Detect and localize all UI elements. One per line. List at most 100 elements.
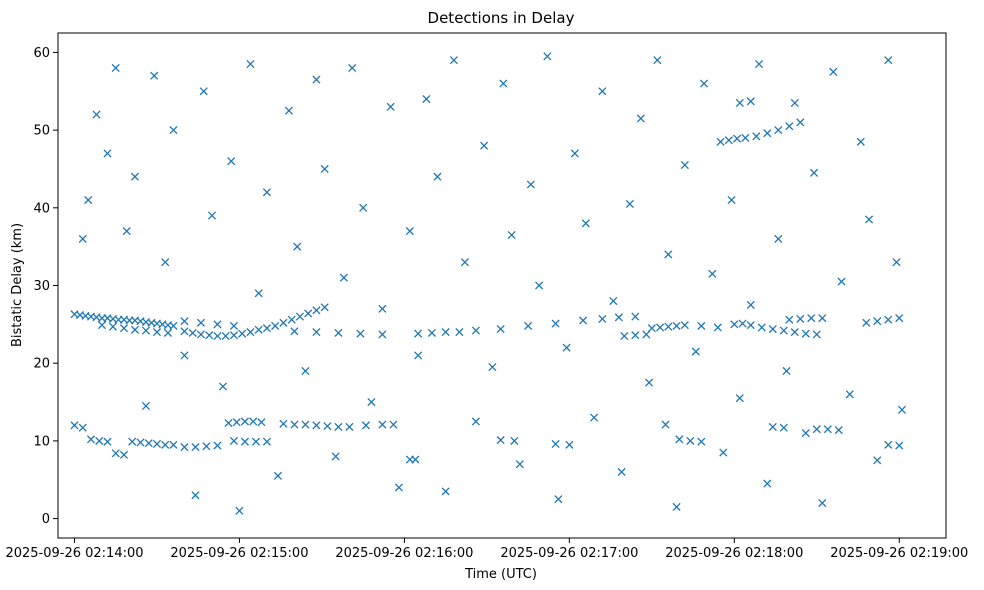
detection-marker (460, 258, 469, 267)
detection-marker (188, 328, 197, 337)
detection-marker (590, 413, 599, 422)
detection-marker (378, 304, 387, 313)
detection-marker (251, 437, 261, 446)
detection-marker (441, 328, 450, 337)
detection-marker (293, 242, 302, 251)
detection-marker (122, 227, 131, 236)
detection-marker (680, 161, 689, 170)
detection-marker (455, 328, 464, 337)
detection-marker (411, 455, 420, 464)
detection-marker (598, 314, 607, 323)
detection-marker (97, 321, 107, 330)
detection-marker (218, 382, 228, 391)
detection-marker (526, 180, 535, 189)
detection-marker (312, 421, 321, 430)
detection-marker (422, 94, 431, 104)
detection-marker (163, 328, 173, 337)
detection-marker (653, 56, 662, 65)
detection-marker (829, 67, 838, 76)
detection-marker (732, 134, 742, 143)
detection-marker (224, 418, 233, 428)
detection-marker (617, 467, 626, 477)
detection-marker (320, 303, 329, 312)
detection-marker (609, 296, 618, 306)
detection-marker (779, 326, 788, 335)
detection-marker (150, 71, 159, 80)
detection-marker (790, 98, 799, 107)
detection-marker (892, 258, 901, 267)
x-tick-label: 2025-09-26 02:19:00 (830, 546, 968, 561)
detection-marker (746, 97, 755, 106)
detection-marker (856, 137, 865, 146)
y-axis-label: Bistatic Delay (km) (10, 223, 25, 347)
detection-marker (240, 437, 250, 446)
detection-marker (471, 417, 480, 426)
x-tick-label: 2025-09-26 02:16:00 (335, 546, 473, 561)
detection-marker (672, 321, 681, 330)
detection-marker (348, 63, 357, 73)
detection-marker (70, 421, 79, 430)
detection-marker (108, 322, 118, 331)
detection-marker (205, 331, 214, 340)
x-tick-label: 2025-09-26 02:15:00 (170, 546, 308, 561)
detection-marker (339, 273, 348, 282)
detection-marker (779, 423, 788, 432)
detection-marker (884, 56, 893, 65)
detection-marker (754, 60, 764, 69)
detection-marker (862, 318, 871, 327)
y-tick-label: 50 (33, 124, 50, 139)
detection-marker (818, 498, 827, 508)
detection-marker (111, 63, 120, 73)
detection-marker (562, 343, 571, 352)
y-axis-ticks: 0 10 20 30 40 50 60 (33, 46, 58, 527)
detection-marker (713, 323, 722, 332)
detection-marker (796, 314, 805, 323)
detection-marker (873, 456, 882, 465)
detection-marker (202, 442, 211, 451)
detection-marker (191, 443, 200, 452)
detection-marker (262, 324, 272, 333)
detection-marker (570, 149, 579, 158)
detection-marker (496, 436, 505, 445)
detection-marker (680, 321, 689, 330)
detection-marker (675, 435, 684, 444)
detection-marker (510, 436, 519, 445)
detection-marker (378, 330, 387, 339)
detection-marker (515, 460, 524, 469)
detection-marker (213, 331, 222, 341)
detection-marker (414, 329, 423, 338)
detection-marker (738, 319, 747, 328)
detection-marker (389, 420, 398, 429)
detection-marker (834, 425, 843, 435)
detection-marker (301, 420, 310, 429)
detection-marker (746, 321, 755, 330)
detection-marker (873, 317, 882, 326)
detection-marker (144, 439, 153, 448)
detection-marker (551, 319, 560, 328)
detection-marker (768, 422, 777, 431)
detection-marker (598, 87, 607, 96)
detection-marker (111, 449, 120, 458)
detection-marker (103, 437, 112, 446)
detection-marker (405, 227, 414, 236)
detection-marker (254, 289, 263, 298)
detection-marker (119, 324, 129, 333)
detection-marker (535, 281, 544, 290)
detection-marker (323, 422, 332, 431)
detection-marker (661, 420, 670, 429)
detection-marker (471, 326, 480, 335)
detection-marker (818, 314, 827, 323)
detection-marker (801, 429, 810, 438)
detection-marker (496, 324, 505, 334)
detection-marker (78, 234, 87, 243)
y-tick-label: 60 (33, 46, 50, 61)
detection-marker (507, 230, 516, 240)
detection-marker (180, 317, 189, 326)
detection-marker (647, 324, 656, 333)
detection-marker (169, 440, 178, 449)
detection-marker (768, 324, 777, 334)
detection-marker (271, 321, 280, 330)
detection-marker (763, 129, 772, 138)
detection-marker (727, 195, 736, 205)
detection-marker (334, 328, 343, 337)
